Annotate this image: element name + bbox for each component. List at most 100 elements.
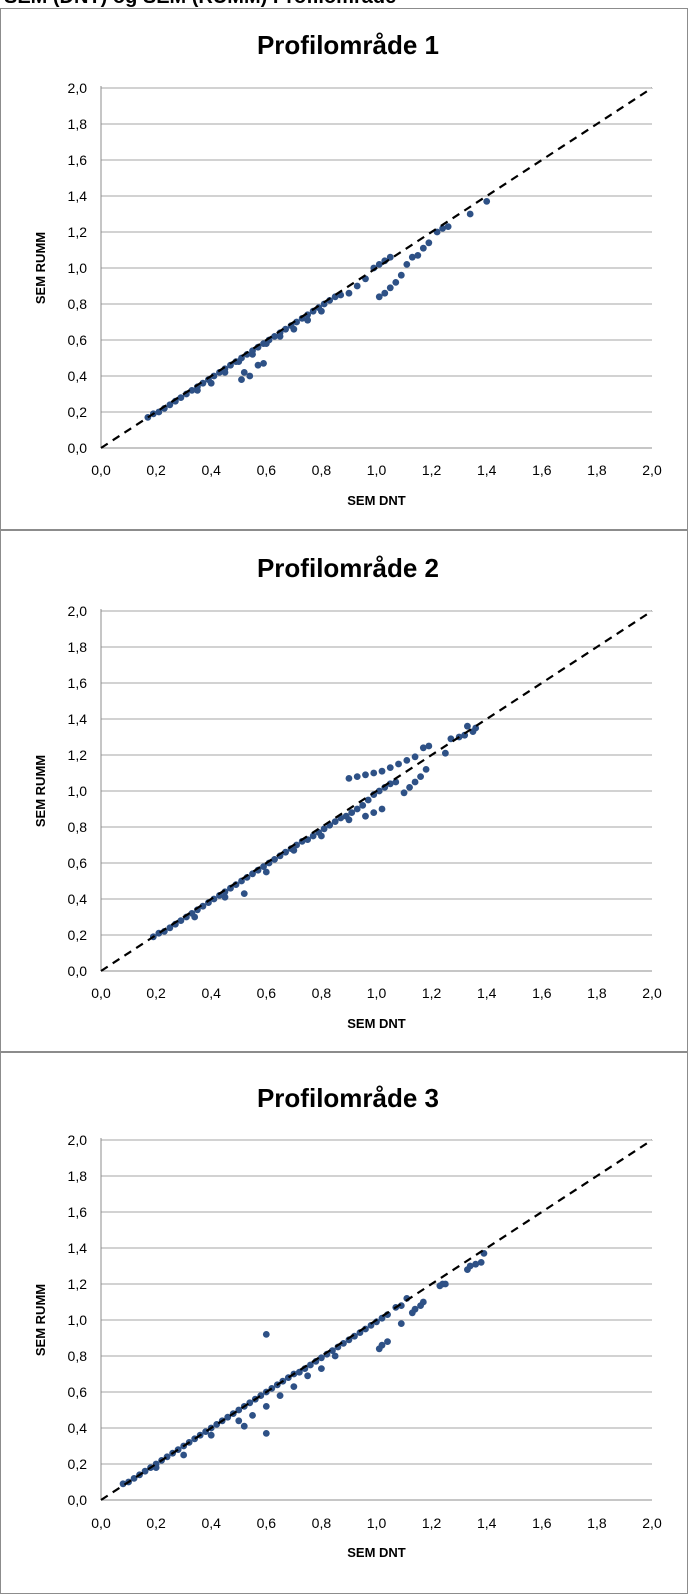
data-point bbox=[411, 778, 419, 786]
data-point bbox=[425, 239, 433, 247]
data-point bbox=[345, 816, 353, 824]
data-point bbox=[271, 333, 278, 340]
data-point bbox=[403, 261, 411, 268]
x-tick-label: 1,0 bbox=[367, 985, 387, 1001]
y-tick-label: 2,0 bbox=[68, 603, 88, 619]
data-point bbox=[408, 253, 416, 261]
data-point bbox=[375, 261, 383, 268]
data-point bbox=[276, 333, 284, 340]
scatter-chart-1: Profilområde 1 0,0 0,2 0,4 0,6 0,8 1,0 1,2 1,4 1,… bbox=[33, 30, 662, 508]
header-fragment: SEM (DNT) og SEM (RUMM) Profilområde bbox=[0, 0, 688, 8]
x-tick-label: 1,0 bbox=[367, 1515, 387, 1531]
x-tick-label: 0,0 bbox=[91, 462, 111, 478]
y-tick-label: 1,2 bbox=[68, 224, 88, 240]
y-tick-label: 0,8 bbox=[68, 296, 88, 312]
data-point bbox=[472, 1260, 480, 1268]
y-tick-label: 1,6 bbox=[68, 1204, 88, 1220]
data-point bbox=[119, 1480, 127, 1488]
x-tick-label: 1,8 bbox=[587, 462, 607, 478]
data-point bbox=[240, 890, 248, 897]
y-tick-label: 0,2 bbox=[68, 404, 88, 420]
data-point bbox=[293, 841, 301, 849]
x-tick-label: 1,4 bbox=[477, 462, 497, 478]
y-tick-label: 0,0 bbox=[68, 1492, 88, 1508]
data-point bbox=[166, 924, 174, 932]
data-point bbox=[318, 832, 325, 840]
chart-title: Profilområde 3 bbox=[257, 1083, 439, 1113]
y-tick-label: 1,8 bbox=[68, 116, 88, 132]
data-point bbox=[331, 818, 339, 825]
data-point bbox=[384, 1338, 391, 1345]
data-point bbox=[260, 360, 267, 367]
x-tick-label: 1,2 bbox=[422, 462, 442, 478]
data-point bbox=[304, 1372, 312, 1380]
data-point bbox=[422, 766, 430, 773]
data-point bbox=[362, 812, 369, 820]
chart-title: Profilområde 2 bbox=[257, 553, 439, 583]
data-point bbox=[419, 1298, 427, 1306]
y-axis-label: SEM RUMM bbox=[33, 1284, 48, 1356]
data-point bbox=[375, 293, 383, 301]
data-point bbox=[221, 369, 229, 376]
identity-reference-line bbox=[100, 1139, 653, 1501]
identity-reference-line bbox=[100, 610, 653, 972]
x-tick-label: 0,6 bbox=[257, 985, 277, 1001]
data-point bbox=[141, 1467, 149, 1475]
data-point bbox=[414, 252, 422, 259]
x-tick-label: 1,6 bbox=[532, 462, 552, 478]
y-tick-label: 1,6 bbox=[68, 675, 88, 691]
data-point bbox=[318, 1365, 325, 1372]
data-point bbox=[441, 749, 449, 757]
data-point bbox=[238, 376, 245, 383]
x-axis-label: SEM DNT bbox=[347, 1545, 406, 1560]
data-point bbox=[262, 1403, 270, 1410]
y-tick-label: 1,0 bbox=[68, 1312, 88, 1328]
data-point bbox=[221, 893, 229, 901]
data-point bbox=[199, 902, 207, 910]
data-point bbox=[260, 863, 267, 870]
data-point bbox=[381, 289, 389, 297]
data-point bbox=[177, 917, 185, 924]
data-point bbox=[282, 325, 289, 333]
x-axis-label: SEM DNT bbox=[347, 493, 406, 508]
y-tick-label: 2,0 bbox=[68, 1132, 88, 1148]
data-point bbox=[425, 742, 433, 750]
data-point bbox=[386, 780, 394, 788]
scatter-chart-3: Profilområde 3 0,0 0,2 0,4 0,6 0,8 1,0 1,2 1,4 1,… bbox=[33, 1083, 662, 1560]
data-point bbox=[353, 282, 361, 290]
data-point bbox=[370, 809, 378, 816]
y-tick-label: 0,4 bbox=[68, 368, 88, 384]
data-point bbox=[441, 1280, 449, 1288]
y-tick-label: 1,0 bbox=[68, 260, 88, 276]
data-point bbox=[466, 210, 474, 218]
data-point bbox=[378, 805, 386, 813]
data-point bbox=[262, 1430, 270, 1437]
x-tick-label: 0,2 bbox=[146, 1515, 166, 1531]
data-point bbox=[397, 1320, 405, 1327]
data-point bbox=[386, 284, 394, 292]
data-point bbox=[411, 1305, 419, 1313]
data-point bbox=[386, 764, 394, 771]
data-point bbox=[262, 1331, 270, 1338]
data-point bbox=[224, 1413, 232, 1421]
chart-panel-1: Profilområde 1 0,0 0,2 0,4 0,6 0,8 1,0 1,2 1,4 1,… bbox=[0, 8, 688, 530]
x-tick-label: 0,2 bbox=[146, 462, 166, 478]
data-point bbox=[249, 351, 256, 358]
x-tick-label: 1,6 bbox=[532, 1515, 552, 1531]
scatter-chart-2: Profilområde 2 0,0 0,2 0,4 0,6 0,8 1,0 1,2 1,4 1,… bbox=[33, 553, 662, 1031]
x-tick-label: 1,8 bbox=[587, 1515, 607, 1531]
y-tick-label: 0,4 bbox=[68, 891, 88, 907]
data-point bbox=[262, 868, 270, 876]
x-tick-label: 0,4 bbox=[201, 985, 221, 1001]
y-tick-label: 1,2 bbox=[68, 1276, 88, 1292]
data-point bbox=[320, 825, 328, 833]
data-point bbox=[340, 1340, 347, 1347]
y-axis-label: SEM RUMM bbox=[33, 232, 48, 304]
data-point bbox=[199, 379, 207, 387]
data-point bbox=[362, 771, 369, 779]
data-point bbox=[290, 325, 298, 333]
data-point bbox=[235, 1417, 243, 1425]
y-tick-label: 0,8 bbox=[68, 1348, 88, 1364]
x-axis-label: SEM DNT bbox=[347, 1016, 406, 1031]
chart-panel-2: Profilområde 2 0,0 0,2 0,4 0,6 0,8 1,0 1,2 1,4 1,… bbox=[0, 530, 688, 1052]
